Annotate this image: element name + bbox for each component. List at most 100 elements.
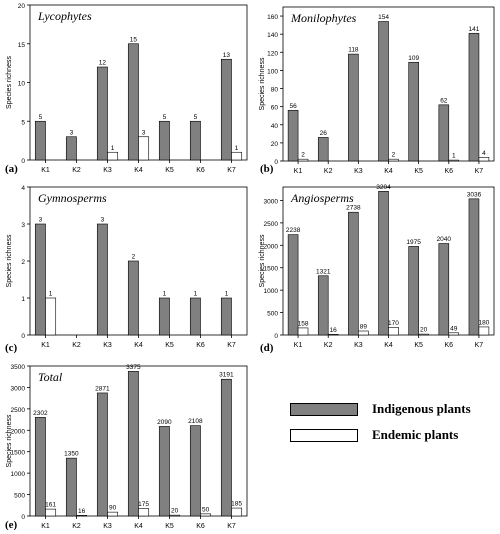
bar-endemic	[45, 508, 57, 517]
y-tick-label: 0	[274, 159, 278, 166]
x-tick-label: K4	[134, 167, 143, 174]
chart-panel-2: 0 20 40 60 80 100 120 140 160 Species richness K1 5…	[259, 6, 495, 175]
data-label-indigenous: 2238	[286, 227, 301, 234]
data-label-indigenous: 3036	[467, 191, 482, 198]
bar-indigenous	[127, 43, 139, 161]
data-label-indigenous: 2108	[188, 418, 203, 425]
x-tick-label: K4	[134, 342, 143, 349]
data-label-endemic: 89	[360, 324, 368, 331]
data-label-indigenous: 5	[194, 114, 198, 121]
bar-endemic	[297, 158, 309, 162]
x-tick-label: K7	[475, 342, 484, 349]
x-tick-label: K7	[475, 168, 484, 175]
bar-indigenous	[287, 234, 299, 336]
data-label-indigenous: 12	[99, 60, 107, 67]
x-tick-label: K2	[324, 342, 333, 349]
y-tick-label: 80	[271, 87, 279, 94]
bar-endemic	[231, 151, 243, 161]
bar-endemic	[76, 515, 88, 517]
legend: Indigenous plants Endemic plants	[290, 400, 490, 480]
bar-indigenous	[96, 223, 108, 336]
y-tick-label: 4	[21, 185, 25, 192]
bar-indigenous	[34, 223, 46, 336]
data-label-indigenous: 2090	[157, 419, 172, 426]
data-label-indigenous: 1	[194, 291, 198, 298]
panel-title: Angiosperms	[290, 191, 354, 205]
bar-endemic	[388, 158, 399, 162]
data-label-indigenous: 2040	[437, 236, 452, 243]
data-label-endemic: 4	[482, 150, 486, 157]
panel-letter-label: (e)	[5, 519, 18, 531]
x-tick-label: K1	[294, 168, 303, 175]
data-label-endemic: 3	[142, 129, 146, 136]
data-label-indigenous: 1350	[64, 451, 79, 458]
data-label-endemic: 1	[452, 153, 456, 160]
bar-indigenous	[158, 426, 170, 517]
bar-indigenous	[189, 120, 201, 161]
x-tick-label: K1	[41, 523, 50, 530]
data-label-indigenous: 2	[132, 254, 136, 261]
bar-endemic	[358, 330, 369, 336]
bar-indigenous	[34, 417, 46, 517]
x-tick-label: K2	[72, 167, 81, 174]
data-label-indigenous: 3	[101, 217, 105, 224]
x-tick-label: K5	[165, 523, 174, 530]
x-tick-label: K6	[445, 168, 454, 175]
bar-endemic	[138, 136, 150, 161]
bar-indigenous	[96, 392, 108, 517]
x-tick-label: K4	[134, 523, 143, 530]
data-label-endemic: 50	[202, 506, 210, 513]
y-tick-label: 160	[267, 14, 278, 21]
y-tick-label: 15	[18, 42, 26, 49]
y-axis-label: Species richness	[259, 57, 266, 110]
x-tick-label: K5	[165, 342, 174, 349]
bar-indigenous	[158, 120, 170, 161]
bar-indigenous	[438, 243, 450, 336]
data-label-indigenous: 3	[70, 129, 74, 136]
data-label-indigenous: 3191	[219, 372, 234, 379]
bar-indigenous	[348, 53, 359, 162]
bar-indigenous	[378, 21, 389, 162]
data-label-endemic: 175	[138, 501, 149, 508]
bar-indigenous	[220, 58, 232, 161]
panel-title: Lycophytes	[37, 9, 92, 23]
data-label-indigenous: 3375	[126, 364, 141, 371]
data-label-indigenous: 1	[225, 291, 229, 298]
y-axis-label: Species richness	[6, 414, 13, 467]
data-label-indigenous: 109	[408, 55, 419, 62]
x-tick-label: K5	[414, 168, 423, 175]
bar-endemic	[388, 327, 399, 336]
data-label-indigenous: 1975	[406, 239, 421, 246]
x-tick-label: K2	[324, 168, 333, 175]
chart-panel-3: 0 1 2 3 4 Species richness K1 3 1 K2 K3 3 K4 2 K5 1 K6 1 K…	[5, 185, 248, 354]
y-tick-label: 3500	[11, 364, 26, 371]
legend-swatch-indigenous	[290, 403, 358, 416]
data-label-indigenous: 154	[378, 14, 389, 21]
data-label-endemic: 20	[420, 327, 428, 334]
data-label-indigenous: 3204	[376, 184, 391, 191]
y-tick-label: 0	[21, 333, 25, 340]
data-label-endemic: 180	[478, 319, 489, 326]
y-tick-label: 2500	[11, 407, 26, 414]
y-tick-label: 1500	[11, 450, 26, 457]
panel-title: Total	[38, 370, 63, 384]
bar-indigenous	[65, 457, 77, 517]
bar-indigenous	[158, 297, 170, 336]
x-tick-label: K1	[41, 342, 50, 349]
data-label-endemic: 16	[330, 327, 338, 334]
data-label-indigenous: 3	[39, 217, 43, 224]
data-label-indigenous: 15	[130, 36, 138, 43]
x-tick-label: K3	[354, 342, 363, 349]
data-label-endemic: 2	[301, 152, 305, 159]
bar-endemic	[478, 326, 490, 336]
data-label-endemic: 2	[392, 152, 396, 159]
bar-endemic	[448, 332, 460, 336]
data-label-indigenous: 26	[320, 130, 328, 137]
legend-label-indigenous: Indigenous plants	[372, 401, 471, 416]
bar-indigenous	[468, 198, 480, 336]
panel-title: Gymnosperms	[38, 191, 107, 205]
data-label-endemic: 1	[111, 145, 115, 152]
panel-title: Monilophytes	[290, 11, 357, 25]
y-tick-label: 0	[21, 158, 25, 165]
